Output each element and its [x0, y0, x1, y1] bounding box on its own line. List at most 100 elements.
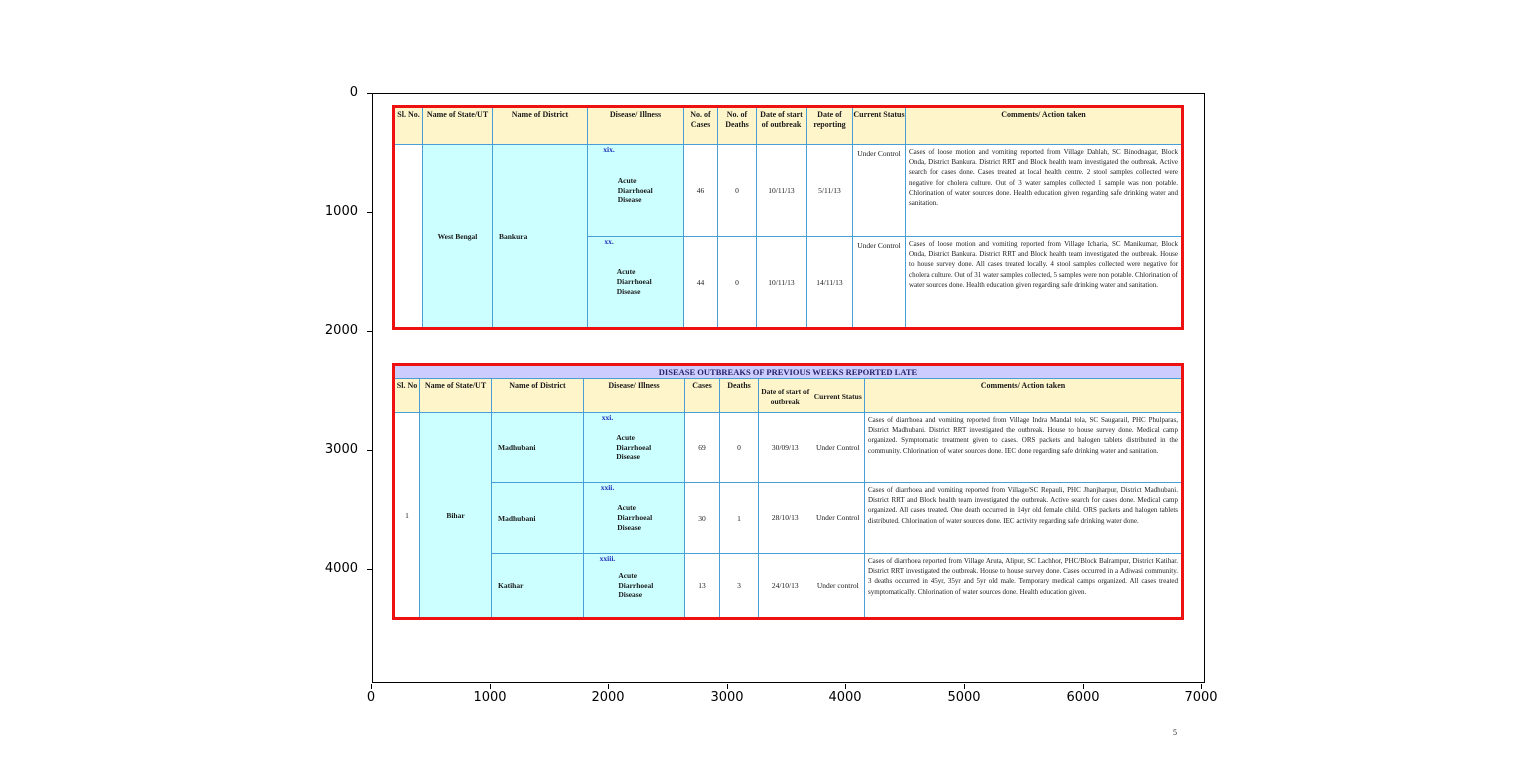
- col-header-disease: Disease/ Illness: [584, 379, 685, 413]
- col-header-state: Name of State/UT: [420, 379, 492, 413]
- status-text: Under Control: [815, 442, 860, 452]
- list-number: xix.: [603, 145, 615, 154]
- list-number: xxii.: [600, 483, 615, 492]
- disease-name: Acute Diarrhoeal Disease: [617, 503, 653, 532]
- y-tick-mark: [367, 212, 372, 213]
- start-and-status-cell: 24/10/13 Under control: [759, 554, 865, 617]
- start-date-text: 30/09/13: [771, 442, 799, 452]
- x-tick-label: 3000: [710, 690, 744, 705]
- x-tick-label: 6000: [1066, 690, 1100, 705]
- deaths-cell: 1: [720, 483, 759, 554]
- district-cell: Madhubani: [492, 413, 584, 483]
- y-tick-label: 3000: [324, 442, 358, 457]
- y-tick-mark: [367, 450, 372, 451]
- x-tick-mark: [1083, 684, 1084, 689]
- deaths-cell: 0: [718, 237, 757, 327]
- start-and-status-cell: 28/10/13 Under Control: [759, 483, 865, 554]
- col-header-state: Name of State/UT: [423, 108, 493, 145]
- status-text: Under Control: [857, 241, 901, 250]
- list-number: xxiii.: [599, 554, 616, 563]
- disease-cell: xxii. Acute Diarrhoeal Disease: [584, 483, 685, 554]
- reporting-date-cell: 5/11/13: [807, 145, 853, 237]
- col-header-comments: Comments/ Action taken: [906, 108, 1181, 145]
- cases-cell: 44: [684, 237, 718, 327]
- district-cell: Madhubani: [492, 483, 584, 554]
- list-number: xxi.: [601, 413, 614, 422]
- y-tick-mark: [367, 93, 372, 94]
- cases-cell: 13: [685, 554, 720, 617]
- deaths-cell: 0: [718, 145, 757, 237]
- col-header-start-date: Date of start of outbreak: [757, 108, 807, 145]
- col-header-start-date: Date of start of outbreak: [761, 387, 810, 406]
- col-header-disease: Disease/ Illness: [588, 108, 684, 145]
- status-cell: Under Control: [853, 145, 906, 237]
- col-header-comments: Comments/ Action taken: [865, 379, 1181, 413]
- comments-cell: Cases of diarrhoea and vomiting reported…: [865, 413, 1181, 483]
- start-date-cell: 10/11/13: [757, 237, 807, 327]
- cases-cell: 30: [685, 483, 720, 554]
- comments-cell: Cases of diarrhoea reported from Village…: [868, 557, 1178, 596]
- x-tick-mark: [490, 684, 491, 689]
- x-tick-mark: [727, 684, 728, 689]
- x-tick-label: 7000: [1184, 690, 1218, 705]
- outbreak-table-current: Sl. No. Name of State/UT Name of Distric…: [392, 105, 1184, 330]
- comments-cell: Cases of diarrhoea and vomiting reported…: [865, 483, 1181, 554]
- disease-cell: xxi. Acute Diarrhoeal Disease: [584, 413, 685, 483]
- page-number: 5: [1173, 728, 1177, 737]
- col-header-cases: Cases: [685, 379, 720, 413]
- disease-name: Acute Diarrhoeal Disease: [616, 432, 652, 462]
- x-tick-label: 4000: [828, 690, 862, 705]
- start-date-text: 28/10/13: [771, 513, 799, 523]
- col-header-cases: No. of Cases: [684, 108, 718, 145]
- state-cell: Bihar: [420, 413, 492, 617]
- plot-area: Sl. No. Name of State/UT Name of Distric…: [372, 93, 1205, 737]
- col-header-start-and-status: Date of start of outbreak Current Status: [759, 379, 865, 413]
- x-tick-label: 0: [366, 690, 376, 705]
- status-text: Under control: [816, 580, 859, 590]
- cases-cell: 69: [685, 413, 720, 483]
- state-cell: West Bengal: [423, 145, 493, 327]
- cases-cell: 46: [684, 145, 718, 237]
- col-header-district: Name of District: [492, 379, 584, 413]
- list-number: xx.: [604, 237, 614, 246]
- deaths-cell: 3: [720, 554, 759, 617]
- col-header-deaths: Deaths: [720, 379, 759, 413]
- y-tick-mark: [367, 331, 372, 332]
- y-tick-mark: [367, 569, 372, 570]
- x-tick-label: 1000: [473, 690, 507, 705]
- deaths-cell: 0: [720, 413, 759, 483]
- status-text: Under Control: [815, 513, 860, 523]
- x-tick-mark: [1201, 684, 1202, 689]
- start-and-status-cell: 30/09/13 Under Control: [759, 413, 865, 483]
- col-header-district: Name of District: [493, 108, 588, 145]
- comments-cell: Cases of loose motion and vomiting repor…: [909, 240, 1178, 289]
- x-tick-label: 5000: [947, 690, 981, 705]
- col-header-status: Current Status: [813, 391, 862, 401]
- col-header-reporting-date: Date of reporting: [807, 108, 853, 145]
- start-date-cell: 10/11/13: [757, 145, 807, 237]
- disease-name: Acute Diarrhoeal Disease: [618, 570, 654, 600]
- x-tick-mark: [371, 684, 372, 689]
- sl-no-cell: 1: [395, 413, 420, 617]
- table-title: DISEASE OUTBREAKS OF PREVIOUS WEEKS REPO…: [395, 366, 1181, 379]
- disease-cell: xix. Acute Diarrhoeal Disease: [588, 145, 684, 237]
- status-cell: Under Control: [853, 237, 906, 327]
- col-header-deaths: No. of Deaths: [718, 108, 757, 145]
- x-tick-mark: [964, 684, 965, 689]
- col-header-sl-no: Sl. No.: [395, 108, 423, 145]
- col-header-sl-no: Sl. No: [395, 379, 420, 413]
- col-header-status: Current Status: [853, 108, 906, 145]
- x-tick-mark: [845, 684, 846, 689]
- comments-cell: Cases of loose motion and vomiting repor…: [906, 145, 1181, 237]
- x-tick-mark: [608, 684, 609, 689]
- status-text: Under Control: [857, 149, 901, 158]
- disease-name: Acute Diarrhoeal Disease: [617, 175, 653, 205]
- y-tick-label: 1000: [324, 204, 358, 219]
- disease-cell: xx. Acute Diarrhoeal Disease: [588, 237, 684, 327]
- start-date-text: 24/10/13: [771, 580, 799, 590]
- outbreak-table-late: DISEASE OUTBREAKS OF PREVIOUS WEEKS REPO…: [392, 363, 1184, 620]
- reporting-date-cell: 14/11/13: [807, 237, 853, 327]
- y-tick-label: 2000: [324, 323, 358, 338]
- district-cell: Bankura: [493, 145, 588, 327]
